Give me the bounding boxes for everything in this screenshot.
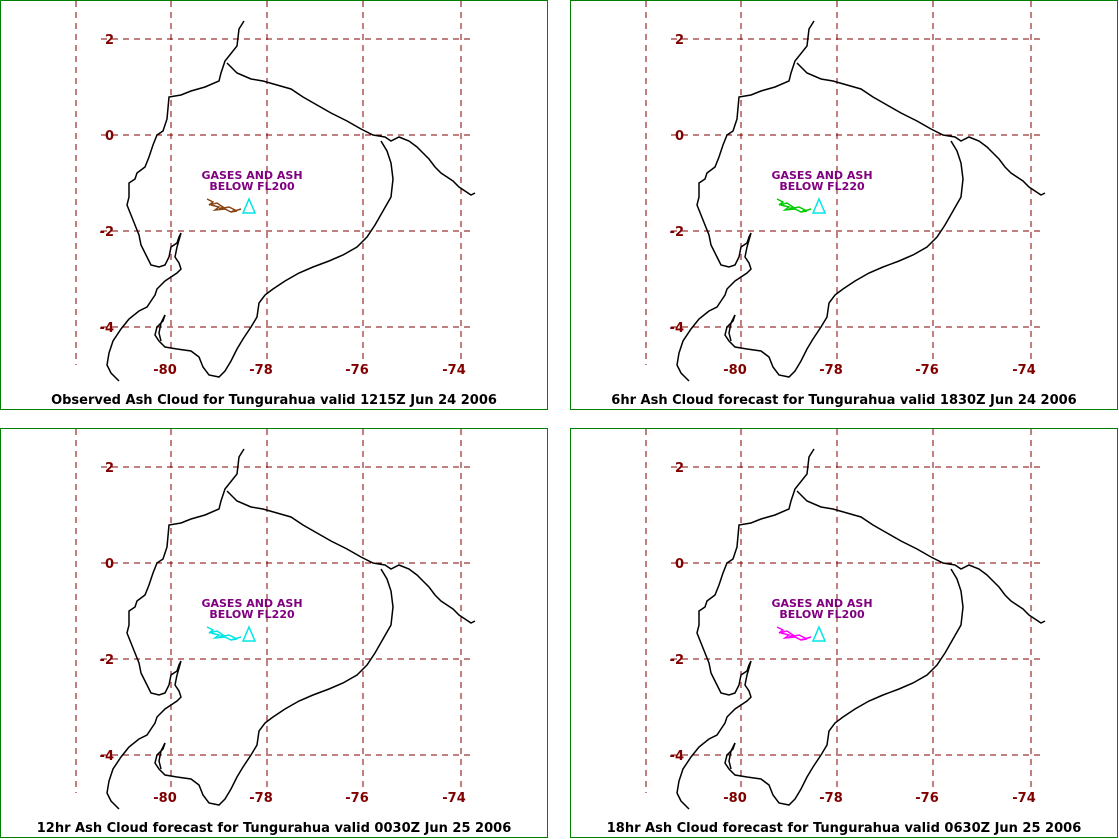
- map-panel: 2 0 -2 -4 -80 -78 -76 -74 GASES AND ASH BELOW FL2…: [570, 428, 1118, 838]
- map-panel: 2 0 -2 -4 -80 -78 -76 -74 GASES AND ASH BELOW FL2…: [0, 0, 548, 410]
- coastline: [158, 314, 166, 342]
- volcano-icon: [811, 625, 827, 642]
- lon-tick-label: -76: [915, 791, 939, 806]
- coastline: [676, 448, 815, 810]
- lon-tick-label: -80: [153, 791, 177, 806]
- lat-tick-label: 0: [675, 129, 684, 144]
- lon-tick-label: -74: [442, 363, 466, 378]
- lat-tick-label: -4: [100, 321, 114, 336]
- coastline: [676, 20, 815, 382]
- coastline: [728, 314, 736, 342]
- coastline: [106, 20, 245, 382]
- map-canvas: 2 0 -2 -4 -80 -78 -76 -74 GASES AND ASH BELOW FL2…: [645, 1, 1046, 382]
- lat-tick-label: -2: [100, 225, 114, 240]
- lon-tick-label: -76: [915, 363, 939, 378]
- coastline: [796, 490, 1046, 624]
- lon-tick-label: -78: [819, 791, 843, 806]
- map-canvas: 2 0 -2 -4 -80 -78 -76 -74 GASES AND ASH BELOW FL2…: [645, 429, 1046, 810]
- lat-tick-label: 2: [675, 461, 684, 476]
- ash-annotation: GASES AND ASH BELOW FL220: [201, 597, 302, 621]
- coastline: [796, 62, 1046, 196]
- lon-tick-label: -76: [345, 791, 369, 806]
- lat-tick-label: 2: [105, 33, 114, 48]
- lat-tick-label: -2: [670, 225, 684, 240]
- map-panel: 2 0 -2 -4 -80 -78 -76 -74 GASES AND ASH BELOW FL2…: [570, 0, 1118, 410]
- lon-tick-label: -78: [249, 791, 273, 806]
- coastline: [158, 742, 166, 770]
- map-panel: 2 0 -2 -4 -80 -78 -76 -74 GASES AND ASH BELOW FL2…: [0, 428, 548, 838]
- coastline: [154, 568, 394, 806]
- lat-tick-label: 0: [105, 129, 114, 144]
- lat-tick-label: 0: [675, 557, 684, 572]
- coastline: [724, 568, 964, 806]
- coastline: [728, 742, 736, 770]
- lat-tick-label: -2: [100, 653, 114, 668]
- lon-tick-label: -76: [345, 363, 369, 378]
- map-canvas: 2 0 -2 -4 -80 -78 -76 -74 GASES AND ASH BELOW FL2…: [75, 1, 476, 382]
- lat-tick-label: 2: [675, 33, 684, 48]
- volcano-icon: [241, 625, 257, 642]
- lon-tick-label: -74: [1012, 791, 1036, 806]
- lon-tick-label: -74: [442, 791, 466, 806]
- panel-caption: Observed Ash Cloud for Tungurahua valid …: [51, 393, 497, 408]
- ash-cloud: [206, 626, 242, 641]
- ash-cloud: [776, 198, 812, 213]
- ash-cloud: [206, 198, 242, 213]
- coastline: [106, 448, 245, 810]
- lat-tick-label: -4: [100, 749, 114, 764]
- lon-tick-label: -80: [723, 791, 747, 806]
- lon-tick-label: -74: [1012, 363, 1036, 378]
- panel-caption: 6hr Ash Cloud forecast for Tungurahua va…: [611, 393, 1077, 408]
- lat-tick-label: -4: [670, 321, 684, 336]
- volcano-icon: [241, 197, 257, 214]
- ash-annotation: GASES AND ASH BELOW FL200: [771, 597, 872, 621]
- lat-tick-label: 2: [105, 461, 114, 476]
- lat-tick-label: -2: [670, 653, 684, 668]
- ash-annotation: GASES AND ASH BELOW FL200: [201, 169, 302, 193]
- lon-tick-label: -80: [153, 363, 177, 378]
- panel-caption: 18hr Ash Cloud forecast for Tungurahua v…: [606, 821, 1082, 836]
- lon-tick-label: -78: [249, 363, 273, 378]
- lat-tick-label: -4: [670, 749, 684, 764]
- lat-tick-label: 0: [105, 557, 114, 572]
- coastline: [724, 140, 964, 378]
- coastline: [226, 490, 476, 624]
- lon-tick-label: -80: [723, 363, 747, 378]
- volcano-icon: [811, 197, 827, 214]
- ash-cloud: [776, 626, 812, 641]
- lon-tick-label: -78: [819, 363, 843, 378]
- ash-annotation: GASES AND ASH BELOW FL220: [771, 169, 872, 193]
- map-canvas: 2 0 -2 -4 -80 -78 -76 -74 GASES AND ASH BELOW FL2…: [75, 429, 476, 810]
- coastline: [226, 62, 476, 196]
- coastline: [154, 140, 394, 378]
- panel-caption: 12hr Ash Cloud forecast for Tungurahua v…: [36, 821, 512, 836]
